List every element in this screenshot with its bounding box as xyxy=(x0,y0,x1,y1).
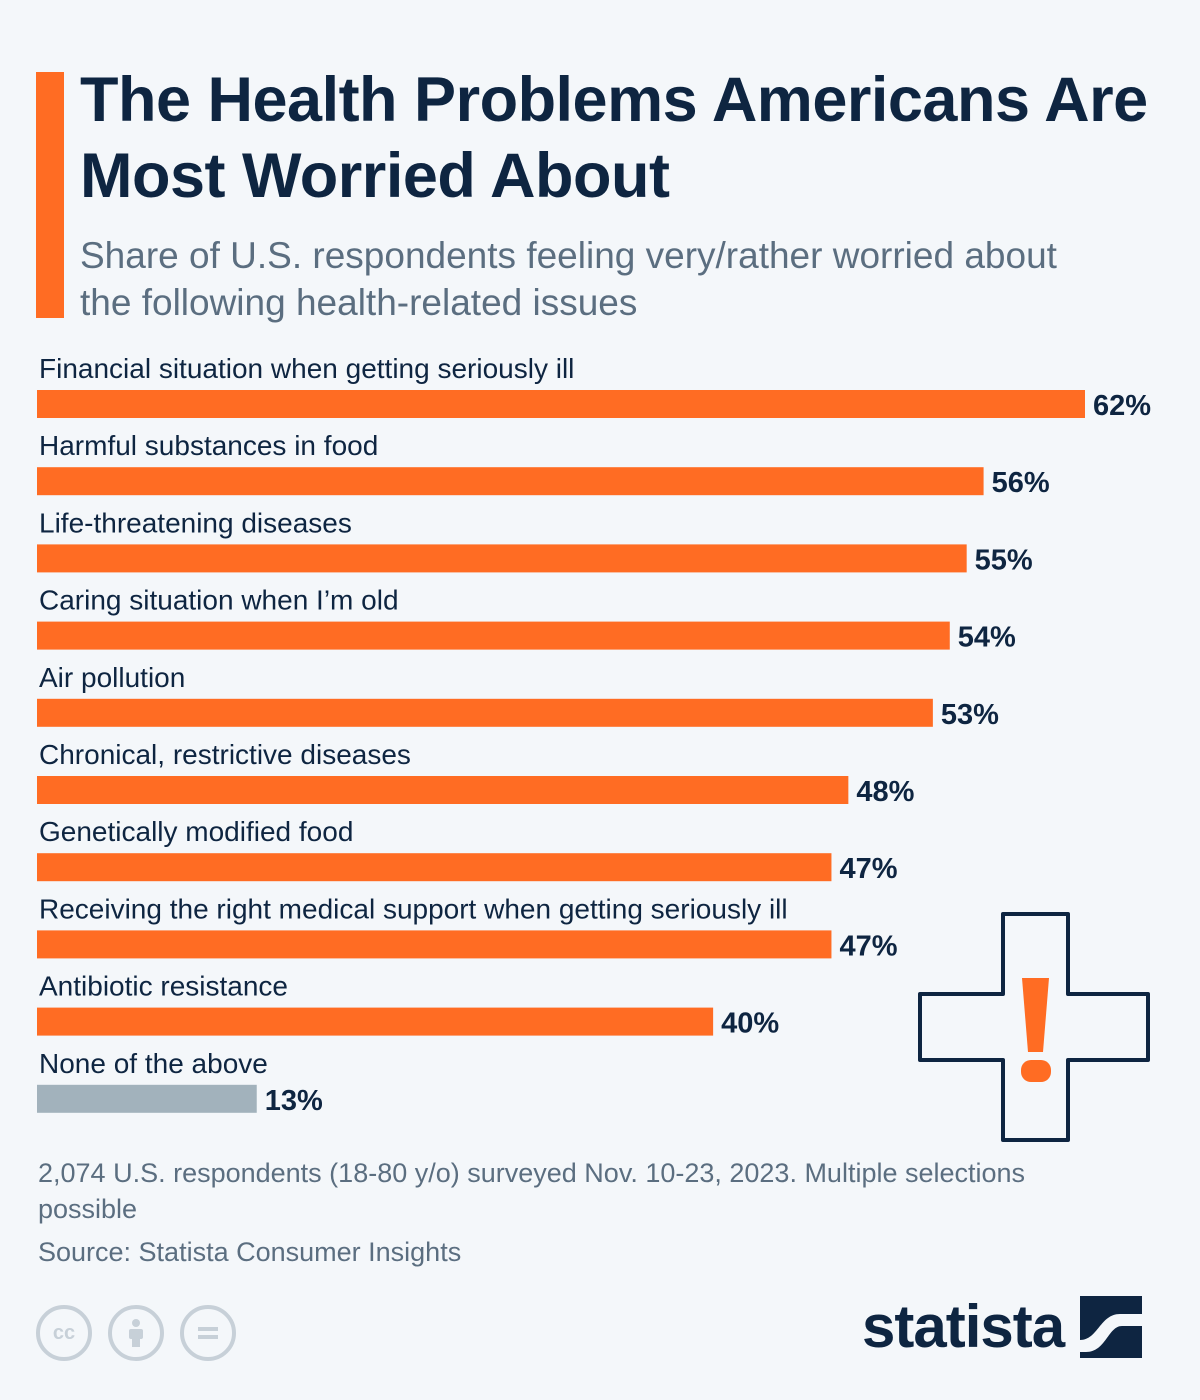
brand-name: statista xyxy=(862,1293,1065,1360)
category-label: Genetically modified food xyxy=(39,816,353,847)
bar[interactable] xyxy=(37,1084,257,1113)
nd-icon[interactable] xyxy=(180,1305,236,1361)
value-label: 47% xyxy=(839,930,897,962)
value-label: 53% xyxy=(941,699,999,731)
chart-title: The Health Problems Americans Are Most W… xyxy=(80,65,1148,211)
value-label: 54% xyxy=(958,622,1016,654)
statista-logo[interactable]: statista xyxy=(862,1292,1143,1361)
license-icons: cc xyxy=(36,1305,236,1361)
bar-chart: Financial situation when getting serious… xyxy=(37,353,1151,1117)
value-label: 40% xyxy=(721,1008,779,1040)
bar[interactable] xyxy=(37,544,967,573)
bar[interactable] xyxy=(37,930,832,959)
bar[interactable] xyxy=(37,776,849,804)
value-label: 48% xyxy=(856,776,914,808)
category-label: Antibiotic resistance xyxy=(39,971,288,1002)
category-label: Harmful substances in food xyxy=(39,430,378,461)
value-label: 56% xyxy=(992,467,1050,499)
value-label: 47% xyxy=(839,853,897,885)
cc-icon[interactable]: cc xyxy=(36,1305,92,1361)
category-label: Caring situation when I’m old xyxy=(39,585,399,616)
category-label: Life-threatening diseases xyxy=(39,507,352,538)
by-icon[interactable] xyxy=(108,1305,164,1361)
bar[interactable] xyxy=(37,467,984,496)
value-label: 62% xyxy=(1093,390,1151,422)
category-label: Air pollution xyxy=(39,662,185,693)
bar[interactable] xyxy=(37,390,1085,418)
medical-cross-exclamation-icon xyxy=(918,912,1150,1142)
category-label: Chronical, restrictive diseases xyxy=(39,739,411,770)
value-label: 13% xyxy=(265,1085,323,1117)
chart-subtitle: Share of U.S. respondents feeling very/r… xyxy=(80,235,1057,323)
title-accent-bar xyxy=(36,72,64,318)
value-label: 55% xyxy=(975,544,1033,576)
category-label: None of the above xyxy=(39,1048,268,1079)
category-label: Financial situation when getting serious… xyxy=(39,353,574,384)
bar[interactable] xyxy=(37,1007,714,1036)
bar[interactable] xyxy=(37,621,950,650)
survey-note: 2,074 U.S. respondents (18-80 y/o) surve… xyxy=(38,1158,1026,1224)
source-text: Source: Statista Consumer Insights xyxy=(38,1237,462,1267)
bar[interactable] xyxy=(37,698,933,727)
bar[interactable] xyxy=(37,853,832,882)
category-label: Receiving the right medical support when… xyxy=(39,893,788,924)
statista-mark-icon xyxy=(1080,1295,1143,1358)
